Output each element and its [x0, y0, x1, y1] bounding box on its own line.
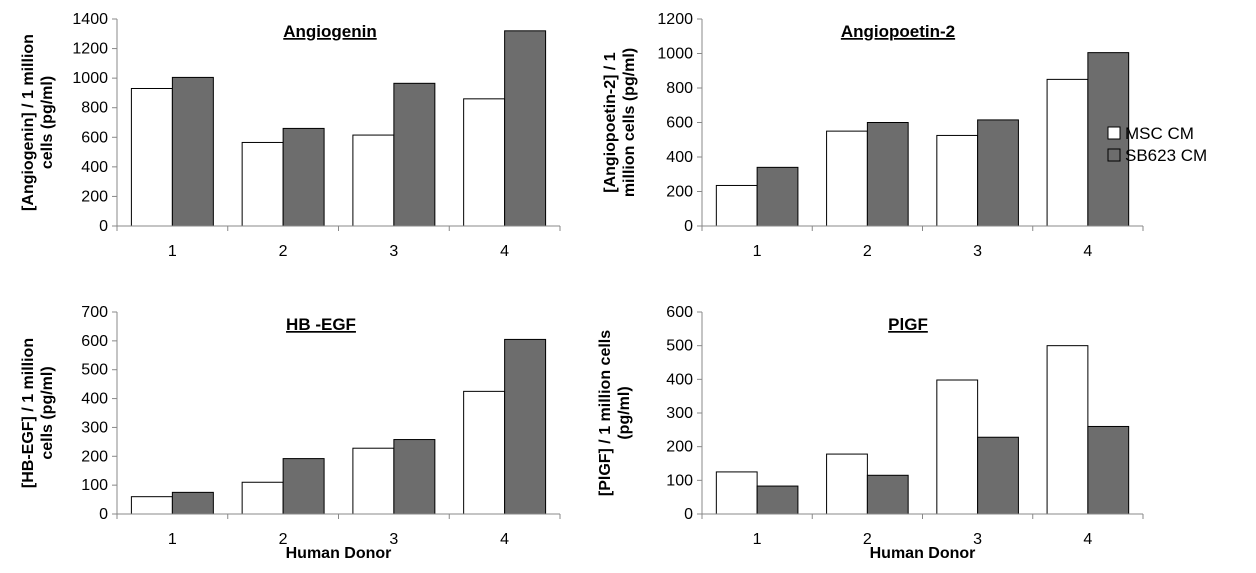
- x-tick-label: 1: [753, 243, 762, 260]
- y-tick-label: 1000: [72, 70, 108, 87]
- y-tick-label: 0: [684, 218, 693, 235]
- bar-sb623-cm-donor-1: [756, 166, 799, 227]
- bar-sb623-cm-donor-2: [866, 122, 909, 227]
- y-tick-label: 600: [666, 304, 693, 321]
- y-tick-label: 1200: [657, 11, 693, 28]
- x-tick-label: 1: [753, 531, 762, 548]
- y-tick-label: 700: [81, 304, 108, 321]
- y-axis-label: [Angiopoetin-2] / 1 million cells (pg/ml): [602, 48, 638, 197]
- y-tick-label: 300: [666, 405, 693, 422]
- x-axis-label: Human Donor: [870, 545, 976, 562]
- x-tick-label: 2: [279, 243, 288, 260]
- bar-sb623-cm-donor-1: [171, 491, 214, 515]
- x-tick-label: 3: [973, 243, 982, 260]
- bar-msc-cm-donor-1: [715, 184, 758, 227]
- y-tick-label: 400: [81, 391, 108, 408]
- bar-sb623-cm-donor-1: [171, 76, 214, 227]
- chart-angiogenin: 0 200 400 600 800 1000 1200 1400 1 2 3 4 Angiogenin […: [20, 11, 561, 260]
- legend-label-sb623-cm: SB623 CM: [1125, 146, 1207, 165]
- bar-msc-cm-donor-2: [241, 481, 284, 515]
- bar-sb623-cm-donor-2: [282, 458, 325, 515]
- bar-msc-cm-donor-3: [352, 447, 395, 515]
- bar-msc-cm-donor-4: [463, 98, 506, 227]
- chart-plgf: 0 100 200 300 400 500 600 1 2 3 4 PlGF [PlGF] / 1 mi…: [597, 304, 1144, 562]
- y-tick-label: 0: [684, 506, 693, 523]
- y-tick-label: 400: [666, 149, 693, 166]
- bar-msc-cm-donor-3: [936, 134, 979, 227]
- bar-sb623-cm-donor-3: [977, 119, 1019, 227]
- y-tick-label: 1000: [657, 46, 693, 63]
- x-tick-label: 2: [863, 243, 872, 260]
- bar-sb623-cm-donor-3: [393, 439, 436, 515]
- chart-title: Angiopoetin-2: [841, 22, 955, 41]
- bar-msc-cm-donor-2: [241, 141, 284, 227]
- y-tick-label: 0: [99, 506, 108, 523]
- bar-sb623-cm-donor-4: [1087, 425, 1130, 515]
- chart-title: Angiogenin: [283, 22, 376, 41]
- y-tick-label: 600: [81, 333, 108, 350]
- y-axis-label: [PlGF] / 1 million cells (pg/ml): [597, 330, 633, 496]
- bar-msc-cm-donor-2: [826, 453, 868, 515]
- bar-sb623-cm-donor-2: [282, 127, 325, 227]
- bar-msc-cm-donor-1: [715, 471, 758, 515]
- bar-msc-cm-donor-1: [130, 496, 173, 515]
- x-tick-label: 4: [1083, 243, 1092, 260]
- legend-swatch-msc-cm: [1107, 126, 1121, 140]
- bar-sb623-cm-donor-3: [393, 82, 436, 227]
- y-tick-label: 600: [666, 115, 693, 132]
- legend-label-msc-cm: MSC CM: [1125, 124, 1194, 143]
- y-tick-label: 400: [81, 159, 108, 176]
- x-tick-label: 1: [168, 243, 177, 260]
- y-tick-label: 200: [666, 184, 693, 201]
- y-tick-label: 800: [666, 80, 693, 97]
- chart-title: HB -EGF: [286, 315, 356, 334]
- y-tick-label: 400: [666, 371, 693, 388]
- y-tick-label: 500: [81, 362, 108, 379]
- x-tick-label: 2: [863, 531, 872, 548]
- x-tick-label: 3: [389, 243, 398, 260]
- y-tick-label: 1400: [72, 11, 108, 28]
- x-tick-label: 4: [500, 243, 509, 260]
- y-axis-label: [HB-EGF] / 1 million cells (pg/ml): [20, 338, 56, 488]
- bar-msc-cm-donor-4: [463, 390, 506, 515]
- y-tick-label: 1200: [72, 41, 108, 58]
- bar-sb623-cm-donor-1: [756, 485, 799, 515]
- legend-swatch-sb623-cm: [1107, 148, 1121, 162]
- y-tick-label: 600: [81, 129, 108, 146]
- y-tick-label: 200: [666, 439, 693, 456]
- chart-angiopoetin-2: 0 200 400 600 800 1000 1200 1 2 3 4 Angiopoetin-2 [A…: [602, 11, 1144, 260]
- y-axis-label: [Angiogenin] / 1 million cells (pg/ml): [20, 34, 56, 211]
- x-axis-label: Human Donor: [286, 545, 392, 562]
- y-tick-label: 200: [81, 448, 108, 465]
- y-tick-label: 100: [81, 477, 108, 494]
- bar-msc-cm-donor-1: [130, 87, 173, 227]
- bar-msc-cm-donor-4: [1046, 78, 1089, 227]
- y-tick-label: 800: [81, 100, 108, 117]
- x-tick-label: 2: [279, 531, 288, 548]
- bar-sb623-cm-donor-4: [504, 338, 547, 515]
- bar-msc-cm-donor-2: [826, 130, 868, 227]
- bar-sb623-cm-donor-3: [977, 436, 1019, 515]
- bar-sb623-cm-donor-4: [504, 30, 547, 227]
- bar-msc-cm-donor-3: [352, 134, 395, 227]
- y-tick-label: 500: [666, 338, 693, 355]
- x-tick-label: 3: [973, 531, 982, 548]
- x-tick-label: 4: [1083, 531, 1092, 548]
- y-tick-label: 100: [666, 472, 693, 489]
- y-tick-label: 0: [99, 218, 108, 235]
- y-tick-label: 300: [81, 419, 108, 436]
- bar-msc-cm-donor-4: [1046, 345, 1089, 515]
- chart-hb-egf: 0 100 200 300 400 500 600 700 1 2 3 4 HB -EGF [HB-EGF…: [20, 304, 561, 562]
- legend: MSC CM SB623 CM: [1107, 124, 1207, 165]
- y-tick-label: 200: [81, 188, 108, 205]
- bar-msc-cm-donor-3: [936, 379, 979, 515]
- x-tick-label: 1: [168, 531, 177, 548]
- bar-sb623-cm-donor-2: [866, 474, 909, 515]
- chart-title: PlGF: [888, 315, 928, 334]
- x-tick-label: 4: [500, 531, 509, 548]
- x-tick-label: 3: [389, 531, 398, 548]
